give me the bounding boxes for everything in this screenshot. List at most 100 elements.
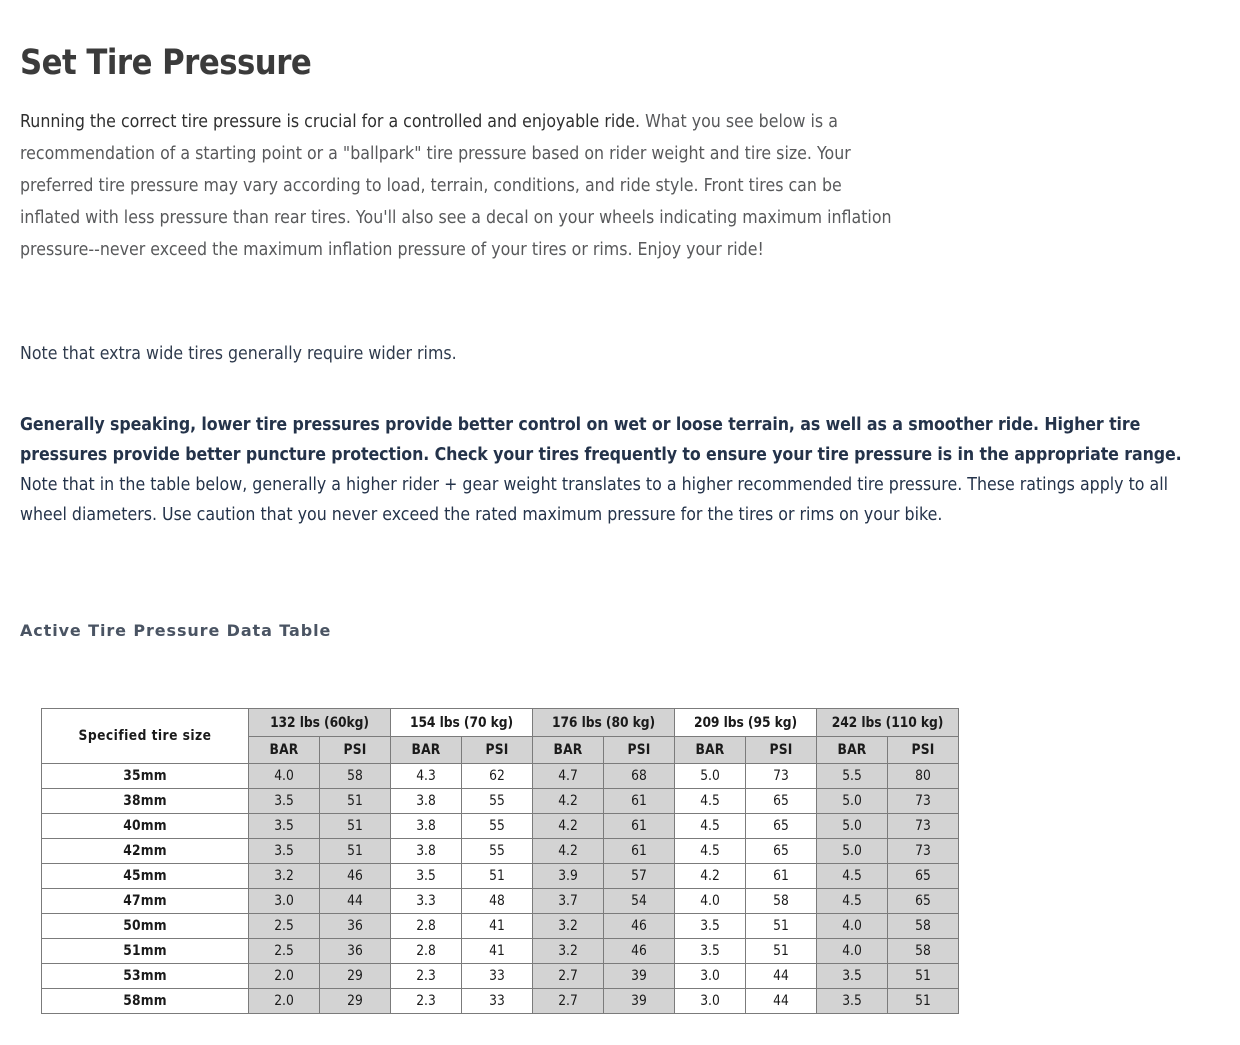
- pressure-value: 41: [489, 918, 505, 934]
- pressure-value: 3.0: [700, 968, 720, 984]
- cell-bar-group-3: 4.7: [532, 763, 604, 789]
- pressure-value: 3.5: [274, 843, 294, 859]
- cell-bar-group-4: 3.5: [674, 913, 746, 939]
- cell-psi-group-3: 61: [603, 788, 675, 814]
- cell-bar-group-1: 2.5: [248, 938, 320, 964]
- tire-size-value: 40mm: [123, 818, 167, 834]
- pressure-value: 29: [347, 993, 363, 1009]
- cell-tire-size: 35mm: [41, 763, 249, 789]
- pressure-value: 3.7: [558, 893, 578, 909]
- pressure-value: 55: [489, 818, 505, 834]
- cell-psi-group-5: 58: [887, 913, 959, 939]
- pressure-value: 2.3: [416, 968, 436, 984]
- cell-bar-group-5: 4.0: [816, 938, 888, 964]
- cell-bar-group-4: 4.2: [674, 863, 746, 889]
- table-caption: Active Tire Pressure Data Table: [20, 621, 332, 640]
- cell-psi-group-1: 58: [319, 763, 391, 789]
- pressure-value: 5.0: [700, 768, 720, 784]
- cell-bar-group-1: 2.5: [248, 913, 320, 939]
- pressure-value: 46: [347, 868, 363, 884]
- cell-bar-group-1: 3.0: [248, 888, 320, 914]
- pressure-value: 4.0: [842, 943, 862, 959]
- weight-group-label: 176 lbs (80 kg): [551, 714, 656, 731]
- tire-size-value: 42mm: [123, 843, 167, 859]
- cell-psi-group-2: 55: [461, 838, 533, 864]
- general-guidance-normal-text: Note that in the table below, generally …: [20, 474, 1169, 525]
- pressure-value: 54: [631, 893, 647, 909]
- pressure-value: 5.0: [842, 818, 862, 834]
- cell-bar-group-2: 3.3: [390, 888, 462, 914]
- cell-psi-group-5: 73: [887, 788, 959, 814]
- cell-psi-group-1: 36: [319, 913, 391, 939]
- pressure-value: 51: [347, 843, 363, 859]
- pressure-value: 3.2: [274, 868, 294, 884]
- cell-bar-group-5: 4.5: [816, 888, 888, 914]
- cell-psi-group-1: 46: [319, 863, 391, 889]
- column-header-unit-bar-group-2: BAR: [390, 736, 462, 764]
- pressure-value: 4.5: [842, 868, 862, 884]
- cell-bar-group-3: 3.2: [532, 913, 604, 939]
- unit-label: BAR: [695, 742, 725, 758]
- weight-group-label: 132 lbs (60kg): [270, 714, 369, 731]
- cell-bar-group-1: 2.0: [248, 963, 320, 989]
- cell-bar-group-2: 2.8: [390, 913, 462, 939]
- pressure-value: 51: [489, 868, 505, 884]
- cell-psi-group-3: 57: [603, 863, 675, 889]
- pressure-value: 2.7: [558, 968, 578, 984]
- pressure-value: 41: [489, 943, 505, 959]
- tire-size-value: 53mm: [123, 968, 167, 984]
- weight-group-label: 242 lbs (110 kg): [831, 714, 944, 731]
- pressure-value: 36: [347, 918, 363, 934]
- column-header-weight-group-1: 132 lbs (60kg): [248, 708, 391, 737]
- cell-psi-group-4: 44: [745, 963, 817, 989]
- pressure-value: 3.5: [416, 868, 436, 884]
- column-header-unit-bar-group-3: BAR: [532, 736, 604, 764]
- pressure-value: 4.5: [700, 793, 720, 809]
- pressure-value: 58: [773, 893, 789, 909]
- cell-psi-group-3: 61: [603, 813, 675, 839]
- column-header-weight-group-5: 242 lbs (110 kg): [816, 708, 959, 737]
- cell-psi-group-2: 55: [461, 788, 533, 814]
- pressure-value: 46: [631, 918, 647, 934]
- pressure-value: 3.2: [558, 918, 578, 934]
- cell-bar-group-2: 3.8: [390, 838, 462, 864]
- pressure-value: 3.5: [274, 818, 294, 834]
- cell-bar-group-3: 2.7: [532, 963, 604, 989]
- cell-bar-group-2: 3.8: [390, 788, 462, 814]
- cell-bar-group-1: 3.2: [248, 863, 320, 889]
- pressure-value: 61: [631, 843, 647, 859]
- pressure-value: 4.5: [700, 843, 720, 859]
- cell-psi-group-4: 65: [745, 788, 817, 814]
- weight-group-label: 209 lbs (95 kg): [693, 714, 798, 731]
- tire-pressure-table-container: Specified tire size 132 lbs (60kg) 154 lb…: [41, 708, 959, 1014]
- pressure-value: 3.8: [416, 843, 436, 859]
- pressure-value: 33: [489, 968, 505, 984]
- cell-bar-group-5: 5.0: [816, 788, 888, 814]
- pressure-value: 55: [489, 793, 505, 809]
- column-header-unit-bar-group-4: BAR: [674, 736, 746, 764]
- cell-psi-group-2: 33: [461, 963, 533, 989]
- table-header-row-units: BAR PSI BAR PSI BAR PSI BAR PSI BAR PSI: [42, 736, 959, 764]
- pressure-value: 73: [915, 793, 931, 809]
- pressure-value: 65: [915, 893, 931, 909]
- tire-size-value: 51mm: [123, 943, 167, 959]
- cell-bar-group-4: 3.0: [674, 963, 746, 989]
- pressure-value: 2.8: [416, 943, 436, 959]
- pressure-value: 51: [915, 968, 931, 984]
- cell-tire-size: 45mm: [41, 863, 249, 889]
- pressure-value: 29: [347, 968, 363, 984]
- table-row: 47mm 3.0 44 3.3 48 3.7 54 4.0 58 4.5 65: [41, 888, 959, 914]
- cell-psi-group-1: 36: [319, 938, 391, 964]
- pressure-value: 3.0: [274, 893, 294, 909]
- cell-tire-size: 53mm: [41, 963, 249, 989]
- cell-tire-size: 51mm: [41, 938, 249, 964]
- pressure-value: 2.0: [274, 993, 294, 1009]
- cell-bar-group-4: 3.0: [674, 988, 746, 1014]
- cell-bar-group-3: 4.2: [532, 813, 604, 839]
- intro-paragraph: Running the correct tire pressure is cru…: [20, 106, 907, 266]
- table-row: 35mm 4.0 58 4.3 62 4.7 68 5.0 73 5.5 80: [41, 763, 959, 789]
- pressure-value: 3.8: [416, 793, 436, 809]
- pressure-value: 5.5: [842, 768, 862, 784]
- unit-label: PSI: [627, 742, 651, 758]
